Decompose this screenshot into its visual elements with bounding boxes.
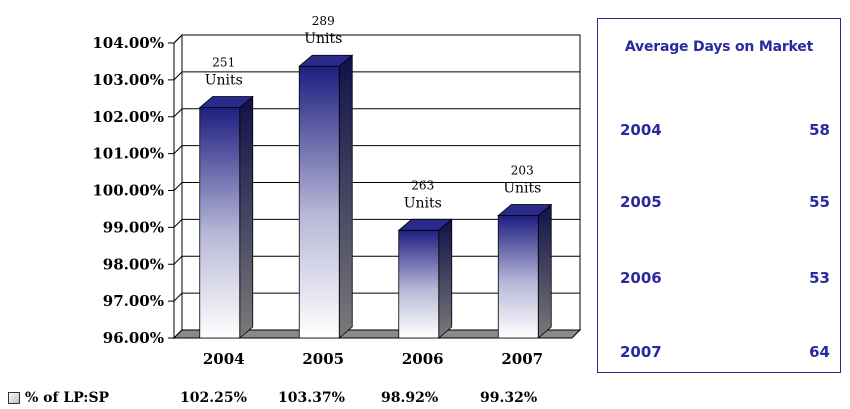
data-labels: 251 Units 289 Units 263 Units 203 Units xyxy=(205,14,542,211)
bar-top-2007 xyxy=(497,204,553,216)
y-axis-ticks: 96.00% 97.00% 98.00% 99.00% 100.00% 101.00% 10… xyxy=(92,34,174,347)
gridline-depth xyxy=(173,71,183,81)
bar-side-2004 xyxy=(239,95,254,339)
unit-word-label: Units xyxy=(205,73,243,89)
bar-side-2007 xyxy=(537,203,552,339)
gridline-depth xyxy=(173,145,183,154)
bar-top-2004 xyxy=(198,96,254,108)
unit-count-label: 289 xyxy=(312,14,335,28)
gridline-depth xyxy=(173,219,183,228)
y-tick-label: 96.00% xyxy=(103,329,164,347)
unit-count-label: 203 xyxy=(511,164,534,178)
gridline-depth xyxy=(173,255,183,265)
dom-row-2006: 2006 53 xyxy=(620,269,830,289)
unit-word-label: Units xyxy=(304,31,342,47)
gridline-depth xyxy=(173,292,183,302)
bar-2005 xyxy=(298,65,340,339)
panel-title: Average Days on Market xyxy=(624,39,814,55)
legend-value-2004: 102.25% xyxy=(180,390,247,406)
legend-value-2005: 103.37% xyxy=(278,390,345,406)
legend-value-2007: 99.32% xyxy=(480,390,538,406)
gridline-depth xyxy=(173,108,183,118)
y-tick-label: 102.00% xyxy=(92,108,164,126)
unit-word-label: Units xyxy=(503,181,541,197)
dom-row-2004: 2004 58 xyxy=(620,121,830,141)
legend-series-label: % of LP:SP xyxy=(25,390,110,406)
y-tick-label: 98.00% xyxy=(103,255,164,273)
y-tick-label: 104.00% xyxy=(92,34,164,52)
unit-word-label: Units xyxy=(404,195,442,211)
bar-top-2006 xyxy=(397,218,453,231)
y-tick-label: 103.00% xyxy=(92,71,164,89)
x-category-label: 2004 xyxy=(203,350,245,368)
dom-year: 2007 xyxy=(620,343,662,361)
gridline-depth xyxy=(173,182,183,191)
dom-days: 58 xyxy=(809,121,830,139)
bars xyxy=(198,54,553,339)
x-axis-categories: 2004 2005 2006 2007 xyxy=(203,350,543,368)
legend-table: % of LP:SP xyxy=(8,388,121,408)
y-tick-label: 101.00% xyxy=(92,145,164,163)
dom-year: 2005 xyxy=(620,193,662,211)
y-tick-label: 100.00% xyxy=(92,182,164,200)
bar-top-2005 xyxy=(298,54,354,67)
dom-year: 2004 xyxy=(620,121,662,139)
x-category-label: 2006 xyxy=(402,350,444,368)
dom-days: 53 xyxy=(809,269,830,287)
gridline-depth xyxy=(173,34,183,44)
dom-row-2005: 2005 55 xyxy=(620,193,830,213)
x-category-label: 2005 xyxy=(302,350,344,368)
legend-swatch xyxy=(8,392,20,404)
dom-year: 2006 xyxy=(620,269,662,287)
y-tick-label: 97.00% xyxy=(103,292,164,310)
days-on-market-panel: Average Days on Market 2004 58 2005 55 2… xyxy=(597,18,841,373)
dom-row-2007: 2007 64 xyxy=(620,343,830,363)
bar-chart: 96.00% 97.00% 98.00% 99.00% 100.00% 101.00% 10… xyxy=(92,14,582,368)
dom-days: 55 xyxy=(809,193,830,211)
y-tick-label: 99.00% xyxy=(103,218,164,236)
bar-2007 xyxy=(497,215,539,339)
unit-count-label: 251 xyxy=(212,56,235,70)
dom-days: 64 xyxy=(809,343,830,361)
bar-side-2005 xyxy=(338,54,353,339)
legend-value-2006: 98.92% xyxy=(381,390,439,406)
bar-2006 xyxy=(398,229,440,339)
bar-side-2006 xyxy=(438,218,453,339)
bar-2004 xyxy=(199,107,241,339)
x-category-label: 2007 xyxy=(501,350,543,368)
unit-count-label: 263 xyxy=(411,178,434,192)
